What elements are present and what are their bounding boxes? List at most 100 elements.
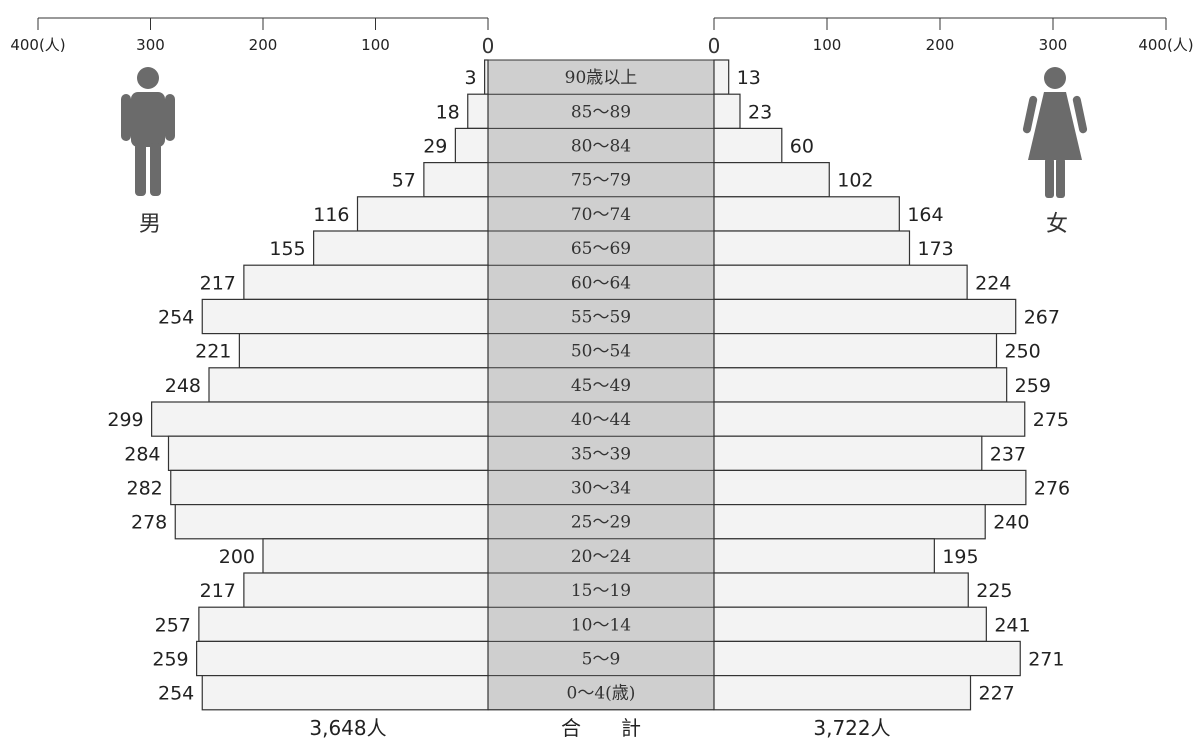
male-bar: [198, 606, 489, 643]
female-value-label: 164: [907, 204, 943, 226]
right-tick-label: 400(人): [1138, 36, 1193, 54]
female-bar: [713, 674, 972, 711]
age-category-label: 25～29: [571, 513, 631, 533]
age-category-label: 40～44: [571, 410, 631, 430]
male-bar: [454, 127, 489, 164]
age-category-label: 45～49: [571, 376, 631, 396]
female-total: 3,722人: [813, 716, 890, 740]
female-bar: [713, 367, 1008, 403]
female-bar: [713, 572, 969, 608]
male-bar: [208, 367, 489, 403]
female-value-label: 271: [1028, 649, 1064, 671]
male-value-label: 254: [158, 307, 194, 329]
female-value-label: 267: [1024, 307, 1060, 329]
right-tick-label: 100: [813, 36, 842, 54]
male-value-label: 221: [195, 341, 231, 363]
female-bar: [713, 93, 741, 129]
female-value-label: 173: [917, 238, 953, 260]
female-bar: [713, 162, 830, 198]
female-value-label: 241: [994, 614, 1030, 636]
male-value-label: 200: [219, 546, 255, 568]
female-value-label: 225: [976, 580, 1012, 602]
female-value-label: 13: [737, 67, 761, 89]
female-value-label: 240: [993, 512, 1029, 534]
female-person-icon: [1022, 67, 1088, 198]
left-tick-label: 200: [249, 36, 278, 54]
female-value-label: 102: [837, 170, 873, 192]
male-value-label: 57: [392, 170, 416, 192]
female-value-label: 259: [1015, 375, 1051, 397]
female-bar: [713, 504, 986, 540]
female-bar: [713, 469, 1027, 506]
female-value-label: 275: [1033, 409, 1069, 431]
male-value-label: 257: [155, 614, 191, 636]
male-value-label: 217: [200, 272, 236, 294]
female-bar: [713, 127, 783, 164]
female-bar: [713, 59, 730, 95]
male-value-label: 284: [124, 443, 160, 465]
male-bar: [238, 333, 489, 369]
age-category-label: 70～74: [571, 205, 631, 225]
female-bar: [713, 196, 900, 232]
female-bar: [713, 538, 935, 574]
male-bar: [262, 538, 489, 574]
male-bar: [484, 59, 489, 95]
age-category-label: 20～24: [571, 547, 631, 567]
male-bar: [201, 298, 489, 335]
female-bar: [713, 640, 1021, 677]
right-tick-label: 300: [1039, 36, 1068, 54]
age-category-label: 65～69: [571, 239, 631, 259]
female-bar: [713, 298, 1017, 335]
male-value-label: 3: [465, 67, 477, 89]
male-person-icon: [121, 67, 175, 196]
male-bar: [170, 469, 489, 506]
labels: 90歳以上 3 13 85～89 18 23 80～84 29 60 75～79 57 102 70～7…: [107, 67, 1070, 705]
left-tick-label: 100: [361, 36, 390, 54]
bars: [151, 59, 1027, 711]
left-tick-label: 400(人): [10, 36, 65, 54]
male-value-label: 299: [107, 409, 143, 431]
male-value-label: 155: [269, 238, 305, 260]
male-value-label: 282: [126, 478, 162, 500]
female-bar: [713, 435, 983, 472]
male-bar: [243, 572, 489, 608]
right-tick-label: 0: [708, 34, 721, 58]
age-category-label: 60～64: [571, 273, 631, 293]
male-bar: [167, 435, 489, 472]
age-category-label: 35～39: [571, 444, 631, 464]
male-label: 男: [139, 212, 161, 237]
age-category-label: 50～54: [571, 342, 631, 362]
female-value-label: 60: [790, 136, 814, 158]
left-tick-label: 300: [136, 36, 165, 54]
left-tick-label: 0: [482, 34, 495, 58]
male-bar: [243, 264, 489, 301]
male-bar: [151, 401, 489, 437]
age-category-label: 55～59: [571, 308, 631, 328]
female-label: 女: [1046, 212, 1068, 237]
male-bar: [313, 230, 489, 266]
female-value-label: 224: [975, 272, 1011, 294]
top-axis: 400(人) 300 200 100 0 0 100 200 300 400(人): [10, 17, 1194, 58]
female-value-label: 227: [979, 683, 1015, 705]
male-bar: [467, 93, 489, 129]
total-label: 合 計: [561, 716, 641, 740]
female-value-label: 250: [1005, 341, 1041, 363]
male-value-label: 259: [152, 649, 188, 671]
male-value-label: 29: [423, 136, 447, 158]
male-total: 3,648人: [309, 716, 386, 740]
age-category-label: 75～79: [571, 171, 631, 191]
male-bar: [174, 504, 489, 540]
right-tick-label: 200: [926, 36, 955, 54]
female-bar: [713, 606, 987, 643]
age-category-label: 5～9: [582, 650, 621, 670]
female-bar: [713, 333, 998, 369]
male-value-label: 217: [200, 580, 236, 602]
female-bar: [713, 401, 1026, 437]
age-category-label: 15～19: [571, 581, 631, 601]
female-bar: [713, 264, 968, 301]
male-bar: [423, 162, 489, 198]
age-category-label: 85～89: [571, 102, 631, 122]
age-category-label: 30～34: [571, 479, 631, 499]
male-bar: [356, 196, 489, 232]
